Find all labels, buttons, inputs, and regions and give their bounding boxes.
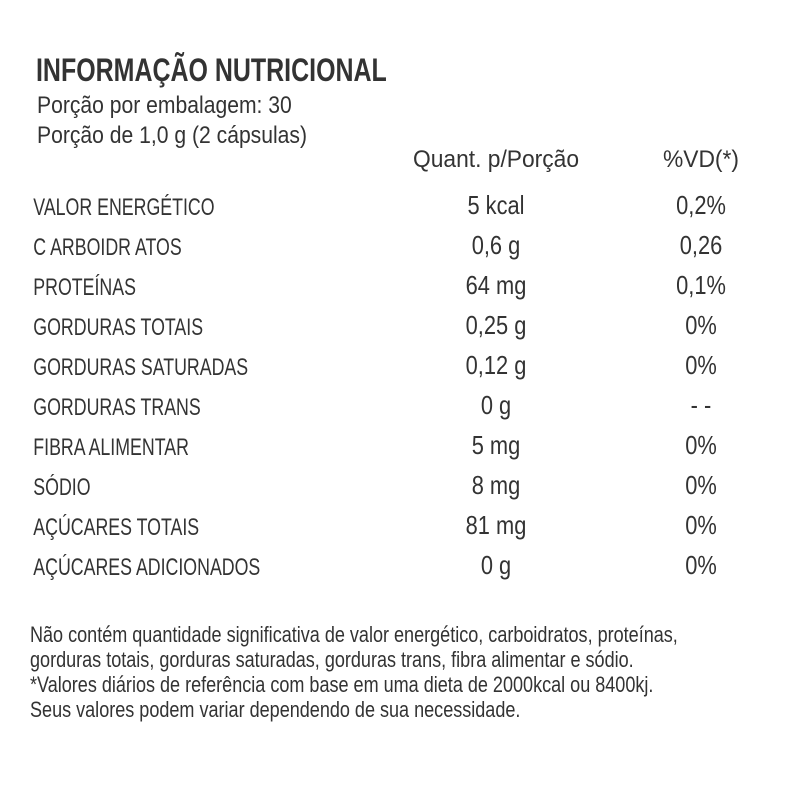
footnote-line: Não contém quantidade significativa de v… — [30, 622, 678, 647]
nutrient-quantity: 8 mg — [471, 469, 521, 500]
nutrient-name: SÓDIO — [33, 474, 91, 501]
table-row: GORDURAS SATURADAS 0,12 g 0% — [0, 348, 800, 388]
nutrient-quantity: 81 mg — [465, 509, 527, 540]
nutrient-dv: 0% — [685, 349, 717, 380]
label-title: INFORMAÇÃO NUTRICIONAL — [36, 52, 387, 88]
nutrient-quantity: 0 g — [480, 389, 512, 420]
nutrient-dv: 0% — [685, 309, 717, 340]
table-row: SÓDIO 8 mg 0% — [0, 468, 800, 508]
serving-size: Porção de 1,0 g (2 cápsulas) — [37, 122, 308, 149]
nutrient-name: GORDURAS SATURADAS — [33, 354, 249, 381]
table-row: GORDURAS TOTAIS 0,25 g 0% — [0, 308, 800, 348]
footnote-line: gorduras totais, gorduras saturadas, gor… — [30, 647, 634, 672]
nutrient-dv: 0% — [685, 429, 717, 460]
nutrient-name: C ARBOIDR ATOS — [33, 234, 182, 261]
nutrient-name: PROTEÍNAS — [33, 274, 136, 301]
table-row: AÇÚCARES TOTAIS 81 mg 0% — [0, 508, 800, 548]
nutrient-quantity: 0,12 g — [465, 349, 527, 380]
nutrient-dv: 0% — [685, 469, 717, 500]
nutrition-table: VALOR ENERGÉTICO 5 kcal 0,2% C ARBOIDR A… — [0, 188, 800, 588]
nutrient-dv: 0,1% — [676, 269, 726, 300]
nutrient-dv: 0% — [685, 549, 717, 580]
nutrient-name: GORDURAS TRANS — [33, 394, 201, 421]
table-header-row: Quant. p/Porção %VD(*) — [0, 146, 800, 176]
footnote-line: *Valores diários de referência com base … — [30, 672, 654, 697]
table-row: PROTEÍNAS 64 mg 0,1% — [0, 268, 800, 308]
table-row: FIBRA ALIMENTAR 5 mg 0% — [0, 428, 800, 468]
nutrient-quantity: 64 mg — [465, 269, 527, 300]
nutrient-quantity: 0,25 g — [465, 309, 527, 340]
table-row: VALOR ENERGÉTICO 5 kcal 0,2% — [0, 188, 800, 228]
nutrient-name: VALOR ENERGÉTICO — [33, 194, 215, 221]
column-header-dv: %VD(*) — [662, 146, 739, 173]
table-row: AÇÚCARES ADICIONADOS 0 g 0% — [0, 548, 800, 588]
nutrient-name: AÇÚCARES ADICIONADOS — [33, 554, 261, 581]
nutrient-quantity: 0,6 g — [471, 229, 521, 260]
nutrient-quantity: 0 g — [480, 549, 512, 580]
servings-per-package: Porção por embalagem: 30 — [37, 92, 292, 119]
table-row: C ARBOIDR ATOS 0,6 g 0,26 — [0, 228, 800, 268]
footnote: Não contém quantidade significativa de v… — [30, 622, 800, 722]
nutrient-name: AÇÚCARES TOTAIS — [33, 514, 200, 541]
nutrient-dv: 0% — [685, 509, 717, 540]
nutrient-dv: 0,26 — [679, 229, 723, 260]
footnote-line: Seus valores podem variar dependendo de … — [30, 697, 521, 722]
nutrient-quantity: 5 mg — [471, 429, 521, 460]
nutrient-name: GORDURAS TOTAIS — [33, 314, 204, 341]
nutrient-dv: 0,2% — [676, 189, 726, 220]
nutrient-dv: - - — [690, 389, 712, 420]
table-row: GORDURAS TRANS 0 g - - — [0, 388, 800, 428]
nutrient-name: FIBRA ALIMENTAR — [33, 434, 189, 461]
nutrient-quantity: 5 kcal — [467, 189, 525, 220]
column-header-quantity: Quant. p/Porção — [412, 146, 580, 173]
